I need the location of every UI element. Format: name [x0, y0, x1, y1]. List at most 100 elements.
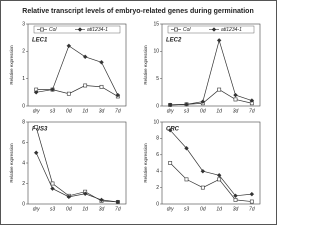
x-tick-label: 1d — [216, 206, 222, 212]
marker — [66, 91, 71, 96]
marker — [115, 92, 121, 98]
panel-title: LEC1 — [32, 38, 48, 44]
legend-label: atl1234-1 — [87, 27, 108, 33]
series-line — [169, 162, 252, 202]
x-tick-label: 0d — [200, 206, 206, 212]
series-line — [35, 152, 118, 203]
x-tick-label: 7d — [249, 206, 255, 212]
x-tick-label: 0d — [66, 206, 72, 212]
marker — [249, 199, 254, 204]
x-tick-label: 3d — [233, 206, 239, 212]
marker — [200, 185, 205, 190]
marker — [82, 191, 88, 197]
marker — [83, 83, 88, 88]
series-line — [169, 129, 252, 197]
marker — [99, 59, 104, 65]
marker — [184, 145, 189, 151]
y-axis-label: Relative expression — [9, 45, 14, 85]
y-axis-label: Relative expression — [143, 45, 148, 85]
y-tick-label: 8 — [156, 136, 159, 142]
plot-frame — [27, 23, 127, 107]
legend-label: Col — [49, 27, 57, 33]
marker — [168, 161, 173, 165]
marker — [82, 54, 88, 60]
x-tick-label: 7d — [249, 108, 255, 114]
x-tick-label: dry — [33, 206, 40, 212]
marker — [184, 102, 189, 107]
y-tick-label: 4 — [22, 160, 25, 166]
x-tick-label: 3d — [99, 108, 105, 114]
marker — [233, 193, 238, 199]
y-tick-label: 0 — [156, 201, 159, 207]
marker — [66, 194, 72, 200]
panel-title: FUS3 — [32, 127, 48, 133]
x-tick-label: 7d — [115, 206, 121, 212]
x-tick-label: s3 — [50, 206, 56, 212]
y-tick-label: 1 — [22, 76, 25, 82]
y-tick-label: 2 — [22, 49, 25, 55]
marker — [40, 27, 44, 32]
marker — [249, 191, 255, 197]
marker — [50, 87, 55, 92]
figure: Relative transcript levels of embryo-rel… — [0, 0, 277, 225]
series-line — [36, 45, 119, 96]
plot-frame — [161, 23, 261, 107]
legend-label: atl1234-1 — [221, 27, 242, 33]
marker — [99, 84, 104, 89]
marker — [217, 87, 222, 92]
y-tick-label: 6 — [22, 140, 25, 146]
x-tick-label: 0d — [66, 108, 72, 114]
x-tick-label: s3 — [184, 206, 190, 212]
marker — [34, 125, 39, 130]
marker — [233, 92, 238, 98]
y-tick-label: 15 — [153, 21, 159, 27]
plot-frame — [161, 121, 261, 205]
panel-title: CRC — [166, 127, 180, 133]
y-tick-label: 0 — [156, 103, 159, 109]
y-axis-label: Relative expression — [9, 143, 14, 183]
x-tick-label: 3d — [233, 108, 239, 114]
marker — [33, 90, 39, 95]
x-tick-label: 1d — [216, 108, 222, 114]
marker — [200, 168, 206, 174]
marker — [200, 99, 206, 104]
y-tick-label: 2 — [156, 185, 159, 191]
marker — [50, 181, 55, 186]
marker — [233, 198, 238, 202]
x-tick-label: 1d — [82, 206, 88, 212]
series-line — [170, 39, 252, 106]
y-tick-label: 2 — [22, 181, 25, 187]
x-tick-label: 7d — [115, 108, 121, 114]
marker — [99, 197, 104, 203]
marker — [33, 150, 39, 156]
y-tick-label: 0 — [22, 103, 25, 109]
x-tick-label: s3 — [184, 108, 190, 114]
y-tick-label: 4 — [156, 169, 159, 175]
marker — [167, 102, 173, 108]
figure-title: Relative transcript levels of embryo-rel… — [22, 8, 253, 15]
marker — [211, 27, 217, 32]
y-tick-label: 10 — [153, 119, 159, 125]
marker — [174, 27, 178, 32]
series-line — [35, 127, 118, 203]
marker — [66, 43, 72, 49]
marker — [216, 173, 222, 178]
y-tick-label: 0 — [22, 201, 25, 207]
x-tick-label: dry — [167, 206, 174, 212]
x-tick-label: dry — [33, 108, 40, 114]
y-tick-label: 10 — [153, 49, 159, 55]
marker — [50, 186, 55, 191]
x-tick-label: 0d — [200, 108, 206, 114]
marker — [184, 177, 189, 182]
marker — [217, 177, 222, 182]
x-tick-label: s3 — [50, 108, 56, 114]
marker — [77, 27, 83, 32]
y-tick-label: 3 — [22, 21, 25, 27]
marker — [115, 199, 121, 205]
y-axis-label: Relative expression — [143, 143, 148, 183]
x-tick-label: dry — [167, 108, 174, 114]
frame — [0, 0, 277, 225]
marker — [167, 127, 173, 133]
marker — [249, 98, 255, 103]
marker — [233, 97, 238, 102]
